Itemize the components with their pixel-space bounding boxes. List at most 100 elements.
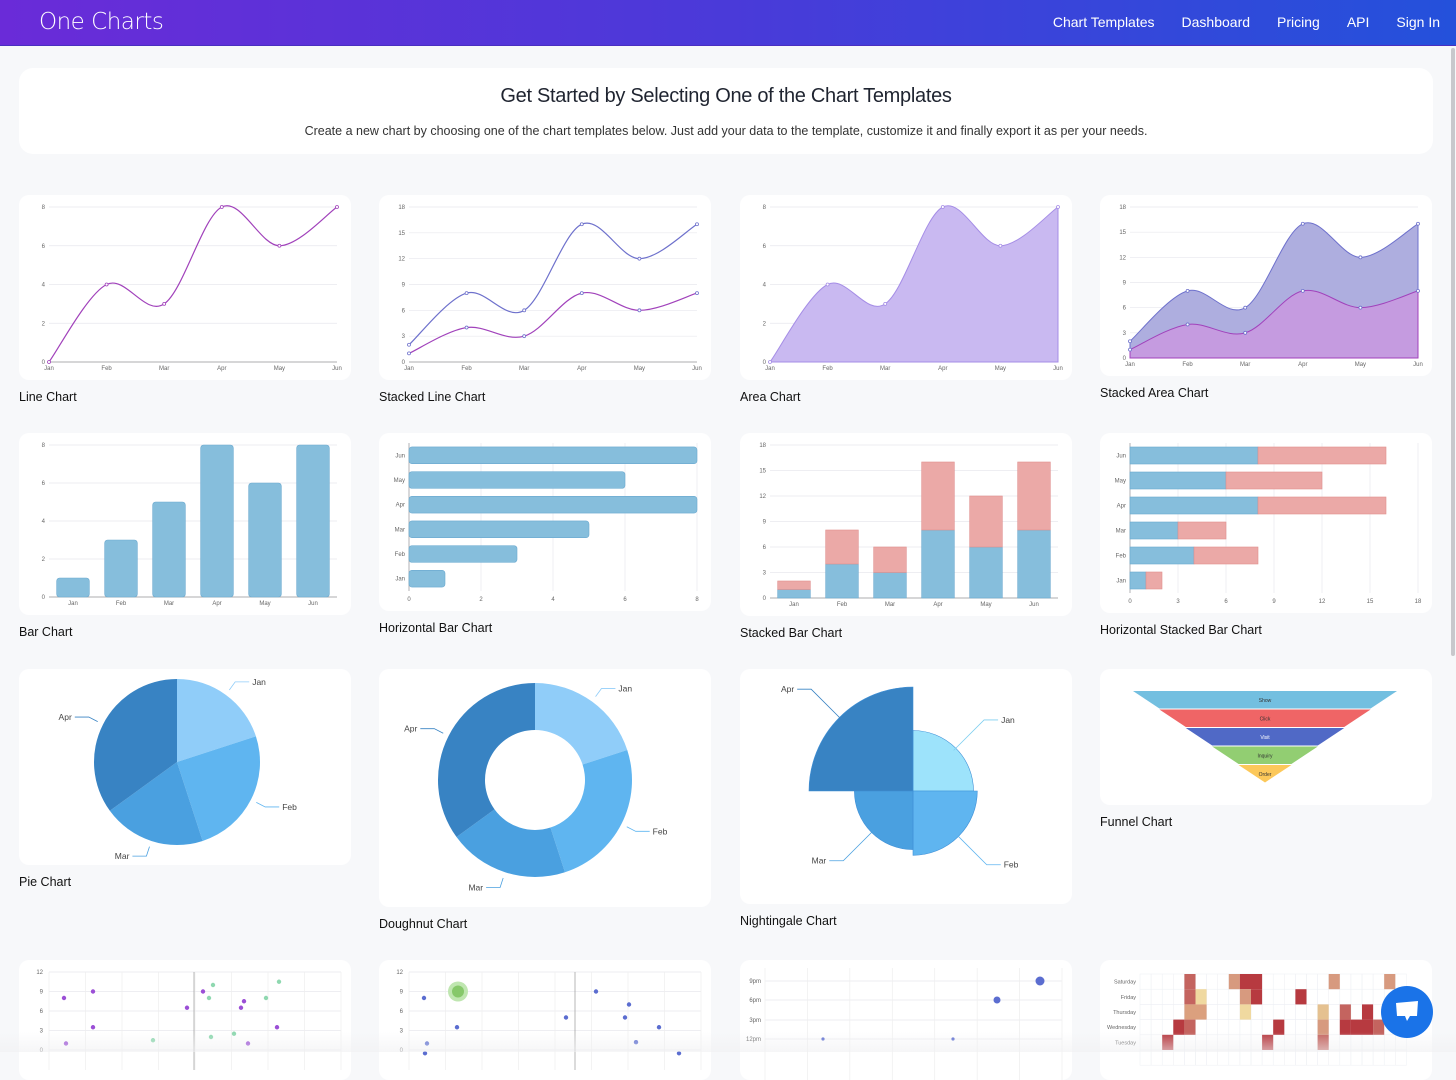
y-tick-label: 9 [40,990,44,996]
intro-panel: Get Started by Selecting One of the Char… [19,68,1433,154]
funnel-stage [1159,709,1371,727]
template-label[interactable]: Bar Chart [19,625,73,639]
x-tick-label: 0 [1128,599,1132,605]
template-label[interactable]: Line Chart [19,390,77,404]
funnel-stage [1133,691,1397,709]
template-card-pie-chart[interactable]: Jan Feb Mar Apr [19,669,351,865]
data-point [1185,288,1190,293]
heatmap-cell-empty [1217,1049,1230,1066]
y-tick-label: 6 [1123,306,1127,312]
funnel-stage [1212,746,1318,764]
chart-thumbnail-pie-chart: Jan Feb Mar Apr [59,677,298,861]
nav-dashboard[interactable]: Dashboard [1181,14,1251,30]
heatmap-cell-empty [1228,988,1241,1005]
template-card-horizontal-stacked-bar-chart[interactable]: 0 3 6 9 12 15 18 Jan Feb Mar Apr May Jun [1100,433,1432,613]
template-label[interactable]: Doughnut Chart [379,917,468,931]
funnel-stage-label: Order [1259,772,1272,778]
y-tick-label: Saturday [1114,980,1136,986]
bar [56,577,90,598]
template-label[interactable]: Nightingale Chart [740,914,837,928]
bar [408,446,698,465]
template-label[interactable]: Stacked Area Chart [1100,386,1209,400]
data-point [464,291,469,296]
x-tick-label: Jun [1053,366,1063,372]
slice-label: Apr [781,684,794,694]
template-card-punch[interactable]: 12pm3pm6pm9pm [740,960,1072,1080]
chart-thumbnail-area-chart: 0 2 4 6 8 Jan Feb Mar Apr May Jun [763,205,1063,372]
x-tick-label: Feb [461,366,472,372]
template-label[interactable]: Horizontal Bar Chart [379,621,493,635]
y-tick-label: 3 [1123,331,1127,337]
heatmap-cell-empty [1317,988,1329,1005]
data-point [1035,976,1045,986]
area-series [769,205,1059,363]
heatmap-cell-empty [1361,988,1374,1005]
nav-api[interactable]: API [1346,14,1370,30]
y-tick-label: 9 [763,520,767,526]
nav-sign-in[interactable]: Sign In [1396,14,1440,30]
x-tick-label: Feb [116,601,127,607]
bar-stacked [1225,471,1323,490]
template-label[interactable]: Pie Chart [19,875,72,889]
bar-stacked [921,461,955,531]
heatmap-cell-empty [1217,988,1230,1005]
data-point [622,1015,628,1020]
template-label[interactable]: Area Chart [740,390,801,404]
template-card-stacked-area-chart[interactable]: 0 3 6 9 12 15 18 Jan Feb Mar Apr May Jun [1100,195,1432,376]
template-label[interactable]: Funnel Chart [1100,815,1173,829]
x-tick-label: 8 [695,597,699,603]
template-card-stacked-bar-chart[interactable]: 0 3 6 9 12 15 18 Jan Feb Mar Apr May Jun [740,433,1072,616]
slice-label: Apr [404,724,417,734]
data-point [263,995,269,1001]
chat-button[interactable] [1381,986,1433,1038]
y-tick-label: 4 [42,283,46,289]
x-tick-label: Apr [212,601,221,607]
template-card-line-chart[interactable]: 0 2 4 6 8 Jan Feb Mar Apr May Jun [19,195,351,380]
logo[interactable]: One Charts [39,9,164,35]
chart-thumbnail-stacked-bar-chart: 0 3 6 9 12 15 18 Jan Feb Mar Apr May Jun [759,443,1058,608]
heatmap-cell-empty [1161,1049,1174,1066]
data-point [47,360,51,364]
heatmap-cell-empty [1261,1049,1274,1066]
template-label[interactable]: Stacked Line Chart [379,390,486,404]
template-card-horizontal-bar-chart[interactable]: 0 2 4 6 8 Jan Feb Mar Apr May Jun [379,433,711,611]
template-card-area-chart[interactable]: 0 2 4 6 8 Jan Feb Mar Apr May Jun [740,195,1072,380]
heatmap-cell-empty [1272,973,1285,990]
data-point [464,325,469,330]
nav-chart-templates[interactable]: Chart Templates [1052,14,1155,30]
heatmap-cell-empty [1250,1004,1263,1020]
x-tick-label: May [1355,362,1366,368]
heatmap-cell [1384,974,1396,990]
bar [921,529,955,599]
nav-pricing[interactable]: Pricing [1277,14,1320,30]
y-tick-label: 6 [763,545,767,551]
heatmap-cell [1195,989,1207,1005]
scrollbar[interactable] [1451,48,1455,656]
x-tick-label: 6 [1224,599,1228,605]
data-point [219,205,224,209]
slice-apr [94,679,177,811]
y-tick-label: 6 [402,308,406,314]
funnel-stage-label: Show [1259,698,1272,704]
data-point [1416,288,1420,293]
template-card-nightingale-chart[interactable]: Jan Feb Mar Apr [740,669,1072,904]
template-card-funnel-chart[interactable]: Show Click Visit Inquiry Order [1100,669,1432,805]
bar [1129,471,1227,490]
template-card-stacked-line-chart[interactable]: 0 3 6 9 12 15 18 Jan Feb Mar Apr May Jun [379,195,711,380]
slice-label: Feb [653,826,668,836]
template-card-doughnut-chart[interactable]: Jan Feb Mar Apr [379,669,711,907]
template-card-bar-chart[interactable]: 0 2 4 6 8 Jan Feb Mar Apr May Jun [19,433,351,615]
y-tick-label: 9 [1123,281,1127,287]
slice-mar [456,809,565,877]
template-label[interactable]: Stacked Bar Chart [740,626,843,640]
heatmap-cell-empty [1139,1004,1152,1020]
y-tick-label: Wednesday [1107,1025,1136,1031]
x-tick-label: Mar [519,366,529,372]
template-label[interactable]: Horizontal Stacked Bar Chart [1100,623,1262,637]
data-point [768,360,772,364]
bar-stacked [1017,461,1051,531]
data-point [277,243,282,248]
heatmap-cell-empty [1295,1004,1307,1020]
